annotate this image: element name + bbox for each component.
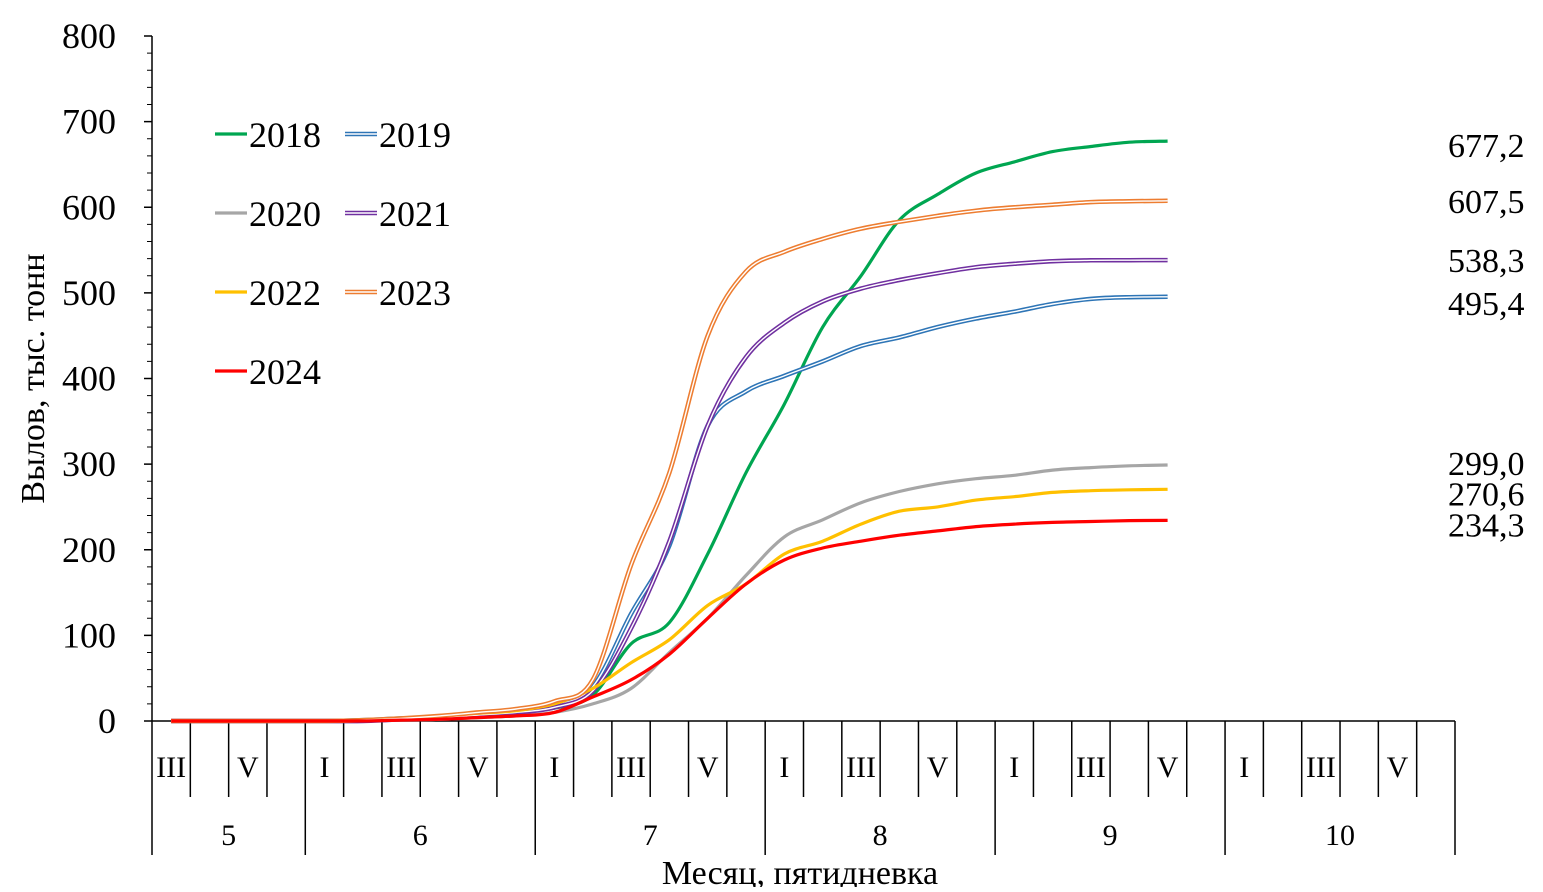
month-label: 8 [873, 819, 888, 852]
y-tick-label: 300 [62, 444, 116, 484]
month-label: 9 [1103, 819, 1118, 852]
pentad-label: I [1009, 751, 1019, 784]
legend-label: 2022 [249, 273, 321, 313]
pentad-label: III [1076, 751, 1106, 784]
series-2024 [171, 518, 1168, 723]
legend-label: 2019 [379, 115, 451, 155]
y-tick-label: 800 [62, 16, 116, 56]
pentad-label: I [319, 751, 329, 784]
pentad-label: V [467, 751, 489, 784]
y-tick-label: 400 [62, 359, 116, 399]
y-tick-label: 0 [98, 701, 116, 741]
pentad-label: III [156, 751, 186, 784]
end-label-2022: 270,6 [1448, 476, 1525, 513]
legend-label: 2018 [249, 115, 321, 155]
month-label: 10 [1325, 819, 1355, 852]
month-label: 5 [221, 819, 236, 852]
series-group [171, 139, 1168, 724]
end-label-2021: 538,3 [1448, 243, 1525, 280]
series-line-2024 [171, 518, 1168, 723]
pentad-label: V [1157, 751, 1179, 784]
y-tick-label: 200 [62, 530, 116, 570]
legend-item-2023: 2023 [345, 273, 451, 313]
pentad-label: V [697, 751, 719, 784]
y-axis-title: Вылов, тыс. тонн [15, 253, 52, 503]
end-labels-group: 677,2 495,4 299,0 538,3 270,6 607,5 234,3 [1448, 128, 1525, 544]
end-label-2019: 495,4 [1448, 286, 1525, 323]
month-label: 6 [413, 819, 428, 852]
legend-item-2022: 2022 [215, 273, 321, 313]
legend-item-2018: 2018 [215, 115, 321, 155]
legend: 2018 2019 2020 2021 2022 2023 2024 [215, 115, 451, 392]
end-label-2023: 607,5 [1448, 184, 1525, 221]
end-label-2024: 234,3 [1448, 507, 1525, 544]
pentad-label: I [1239, 751, 1249, 784]
legend-item-2020: 2020 [215, 194, 321, 234]
legend-label: 2023 [379, 273, 451, 313]
pentad-label: III [1306, 751, 1336, 784]
legend-label: 2024 [249, 352, 321, 392]
x-axis-title: Месяц, пятидневка [662, 855, 938, 887]
legend-item-2024: 2024 [215, 352, 321, 392]
y-tick-label: 500 [62, 273, 116, 313]
legend-item-2021: 2021 [345, 194, 451, 234]
end-label-2020: 299,0 [1448, 446, 1525, 483]
pentad-label: III [386, 751, 416, 784]
month-label: 7 [643, 819, 658, 852]
y-tick-label: 600 [62, 187, 116, 227]
pentad-label: V [237, 751, 259, 784]
pentad-label: I [779, 751, 789, 784]
legend-label: 2021 [379, 194, 451, 234]
pentad-label: III [616, 751, 646, 784]
pentad-label: V [927, 751, 949, 784]
y-tick-label: 700 [62, 102, 116, 142]
pentad-label: I [549, 751, 559, 784]
y-tick-label: 100 [62, 615, 116, 655]
end-label-2018: 677,2 [1448, 128, 1525, 165]
pentad-label: V [1387, 751, 1409, 784]
legend-item-2019: 2019 [345, 115, 451, 155]
legend-label: 2020 [249, 194, 321, 234]
pentad-label: III [846, 751, 876, 784]
